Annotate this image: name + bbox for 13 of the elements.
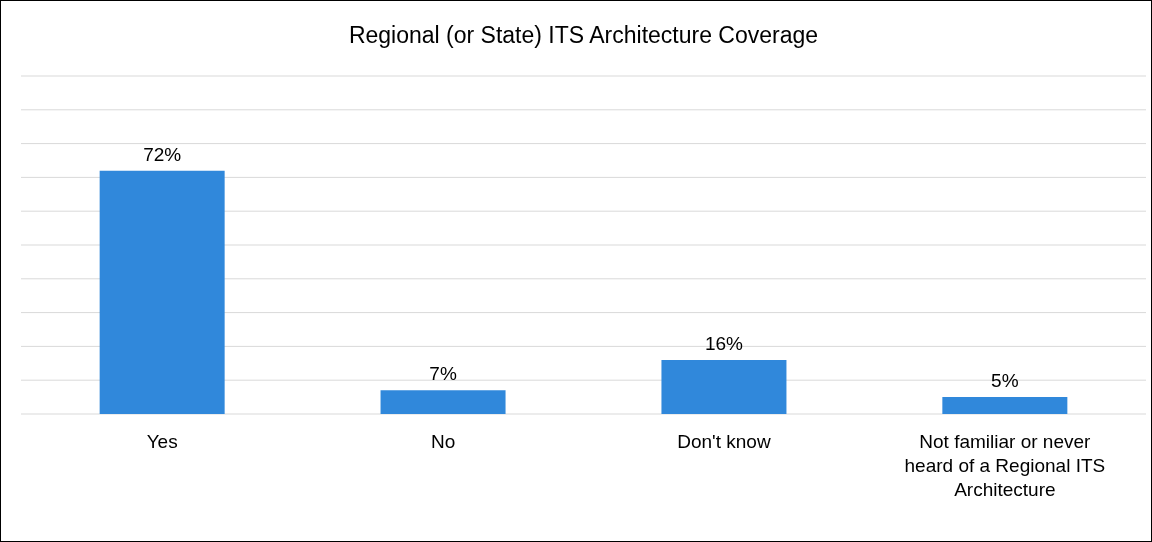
data-label: 16% [704, 332, 744, 354]
data-label: 7% [429, 363, 457, 385]
bar [661, 359, 787, 414]
bar [99, 170, 225, 414]
x-tick-label: No [430, 430, 456, 452]
data-label: 5% [991, 370, 1019, 392]
data-label: 72% [143, 143, 182, 165]
chart-title: Regional (or State) ITS Architecture Coverage [348, 21, 819, 48]
x-tick-label: Yes [146, 430, 178, 452]
bar [380, 390, 506, 414]
bar [942, 397, 1068, 414]
x-tick-label: Not familiar or never heard of a Regional ITS Architecture [904, 430, 1106, 500]
x-tick-label: Don't know [677, 430, 771, 452]
